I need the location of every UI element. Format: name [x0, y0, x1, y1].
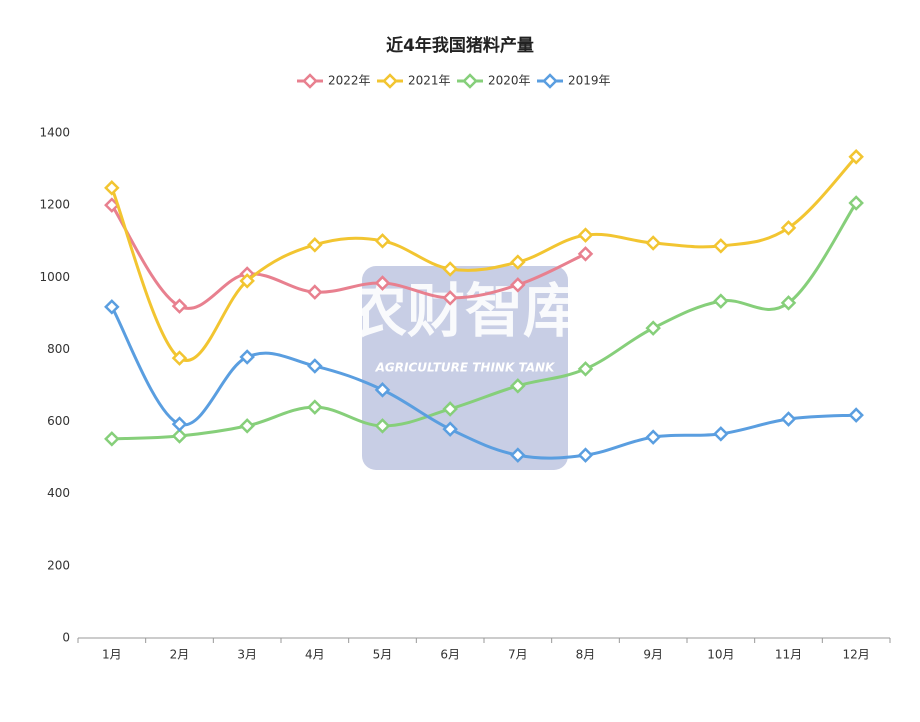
y-tick-label: 800 — [47, 342, 70, 356]
legend-label: 2021年 — [408, 74, 451, 88]
point-marker — [713, 426, 729, 442]
x-tick-label: 8月 — [576, 648, 596, 662]
point-marker — [239, 418, 255, 434]
point-marker — [104, 180, 120, 196]
point-marker — [239, 273, 255, 289]
y-tick-label: 1200 — [39, 198, 70, 212]
x-tick-label: 9月 — [643, 648, 663, 662]
point-marker — [442, 261, 458, 277]
x-tick-label: 6月 — [440, 648, 460, 662]
point-marker — [848, 195, 864, 211]
point-marker — [307, 399, 323, 415]
point-marker — [848, 149, 864, 165]
watermark-title: 农财智库 — [349, 277, 581, 345]
y-tick-label: 200 — [47, 558, 70, 572]
point-marker — [713, 293, 729, 309]
point-marker — [374, 275, 391, 291]
legend-marker — [462, 73, 478, 89]
legend-marker — [302, 73, 318, 89]
point-marker — [171, 428, 188, 444]
x-tick-label: 2月 — [170, 648, 190, 662]
point-marker — [374, 418, 391, 434]
legend-marker — [382, 73, 398, 89]
point-marker — [510, 277, 526, 293]
x-tick-label: 11月 — [775, 648, 802, 662]
point-marker — [577, 447, 594, 463]
point-marker — [510, 447, 526, 463]
legend-label: 2020年 — [488, 74, 531, 88]
x-tick-label: 1月 — [102, 648, 122, 662]
point-marker — [307, 284, 323, 300]
watermark-subtitle: AGRICULTURE THINK TANK — [375, 361, 556, 375]
point-marker — [577, 361, 594, 377]
legend-label: 2022年 — [328, 74, 371, 88]
point-marker — [239, 349, 255, 365]
legend-label: 2019年 — [568, 74, 611, 88]
point-marker — [780, 411, 797, 427]
point-marker — [307, 358, 323, 374]
point-marker — [104, 431, 120, 447]
point-marker — [645, 429, 661, 445]
point-marker — [171, 298, 188, 314]
x-tick-label: 7月 — [508, 648, 528, 662]
point-marker — [780, 220, 797, 236]
legend-marker — [542, 73, 558, 89]
point-marker — [307, 237, 323, 253]
point-marker — [780, 295, 797, 311]
point-marker — [374, 382, 391, 398]
point-marker — [104, 299, 120, 315]
point-marker — [171, 416, 188, 432]
watermark-box — [362, 266, 568, 470]
chart-title: 近4年我国猪料产量 — [386, 35, 534, 56]
y-tick-label: 400 — [47, 486, 70, 500]
point-marker — [645, 235, 661, 251]
point-marker — [442, 421, 458, 437]
x-tick-label: 5月 — [373, 648, 393, 662]
point-marker — [442, 401, 458, 417]
x-tick-label: 10月 — [707, 648, 734, 662]
point-marker — [510, 378, 526, 394]
x-tick-label: 12月 — [843, 648, 870, 662]
point-marker — [577, 246, 594, 262]
point-marker — [577, 227, 594, 243]
point-marker — [645, 320, 661, 336]
point-marker — [171, 350, 188, 366]
x-tick-label: 3月 — [237, 648, 257, 662]
y-tick-label: 600 — [47, 414, 70, 428]
y-tick-label: 0 — [62, 631, 70, 645]
point-marker — [713, 238, 729, 254]
x-tick-label: 4月 — [305, 648, 325, 662]
point-marker — [510, 254, 526, 270]
point-marker — [848, 407, 864, 423]
point-marker — [374, 233, 391, 249]
y-tick-label: 1000 — [39, 270, 70, 284]
point-marker — [442, 290, 458, 306]
y-tick-label: 1400 — [39, 126, 70, 140]
